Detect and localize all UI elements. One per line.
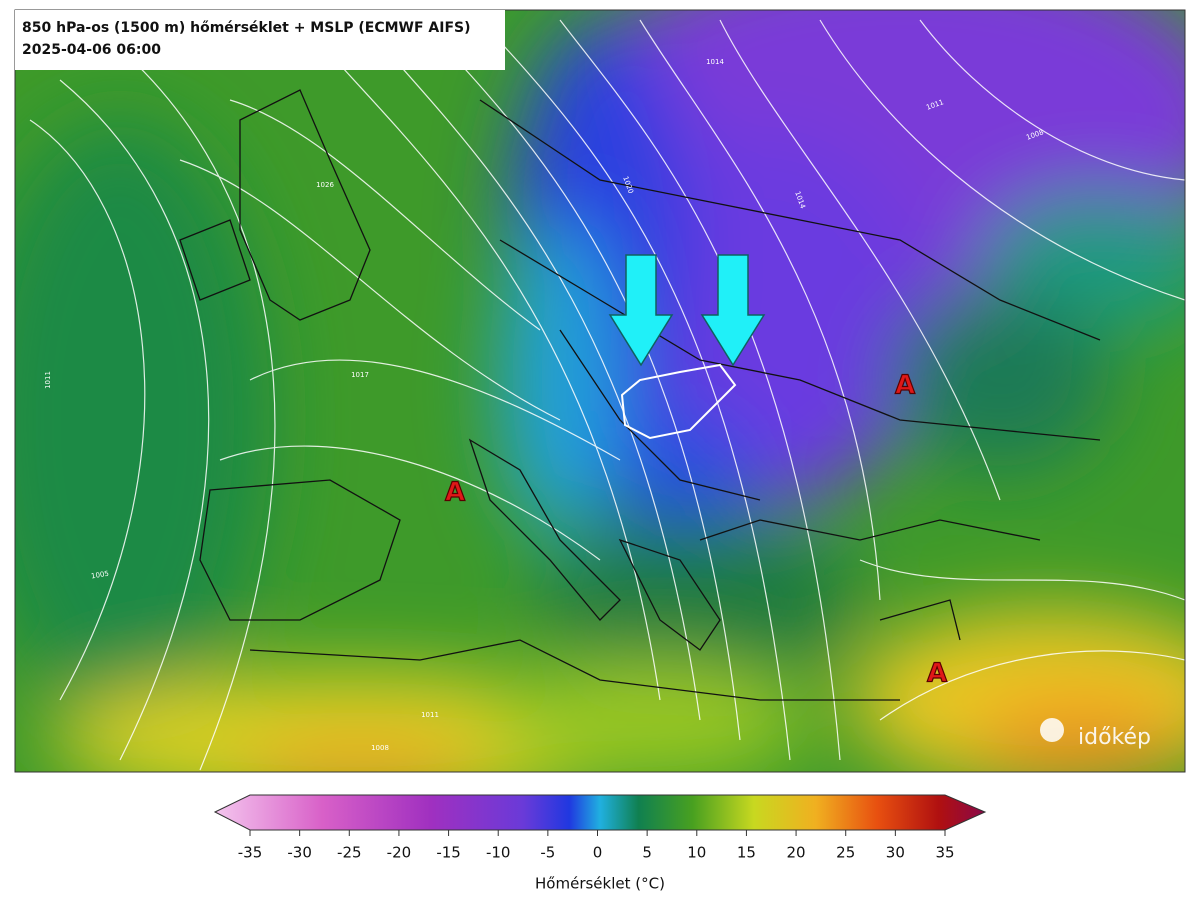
map-frame xyxy=(14,9,1186,773)
colorbar-tick-label: 10 xyxy=(687,844,706,862)
colorbar-tick-label: 0 xyxy=(593,844,603,862)
isobar-label: 1017 xyxy=(351,371,369,379)
isobar-label: 1011 xyxy=(44,371,52,389)
colorbar-tick-label: 15 xyxy=(737,844,756,862)
coastlines xyxy=(179,89,1101,701)
logo-icon xyxy=(1040,718,1064,742)
colorbar-tick-label: -10 xyxy=(486,844,511,862)
isobar-label: 1005 xyxy=(91,570,110,581)
isobar-label: 1014 xyxy=(706,58,724,66)
colorbar-tick-label: 20 xyxy=(787,844,806,862)
colorbar-tick-label: 30 xyxy=(886,844,905,862)
header-box xyxy=(15,10,505,70)
title: 850 hPa-os (1500 m) hőmérséklet + MSLP (… xyxy=(22,20,471,36)
map: 1014101110081020101410261017101110051011… xyxy=(15,10,1185,772)
colorbar-tick-label: -35 xyxy=(238,844,263,862)
colorbar-tick-label: 35 xyxy=(935,844,954,862)
isobar-label: 1008 xyxy=(371,744,389,752)
isobar-label: 1026 xyxy=(316,181,334,189)
arrows xyxy=(608,254,766,367)
high-pressure-marker: A xyxy=(895,371,915,401)
logo: időkép xyxy=(1078,725,1151,750)
isobars xyxy=(29,19,1185,771)
colorbar-tick-label: -20 xyxy=(387,844,412,862)
colorbar-tick-label: -25 xyxy=(337,844,362,862)
high-pressure-marker: A xyxy=(445,478,465,508)
colorbar-tick-label: -30 xyxy=(287,844,312,862)
hungary-outline xyxy=(620,363,737,440)
isobar-label: 1011 xyxy=(421,711,439,719)
high-pressure-marker: A xyxy=(927,659,947,689)
colorbar xyxy=(213,794,987,831)
colorbar-tick-label: 5 xyxy=(642,844,652,862)
colorbar-tick-label: -15 xyxy=(436,844,461,862)
date: 2025-04-06 06:00 xyxy=(22,42,161,58)
colorbar-tick-label: -5 xyxy=(540,844,555,862)
colorbar-tick-label: 25 xyxy=(836,844,855,862)
colorbar-label: Hőmérséklet (°C) xyxy=(535,875,665,893)
